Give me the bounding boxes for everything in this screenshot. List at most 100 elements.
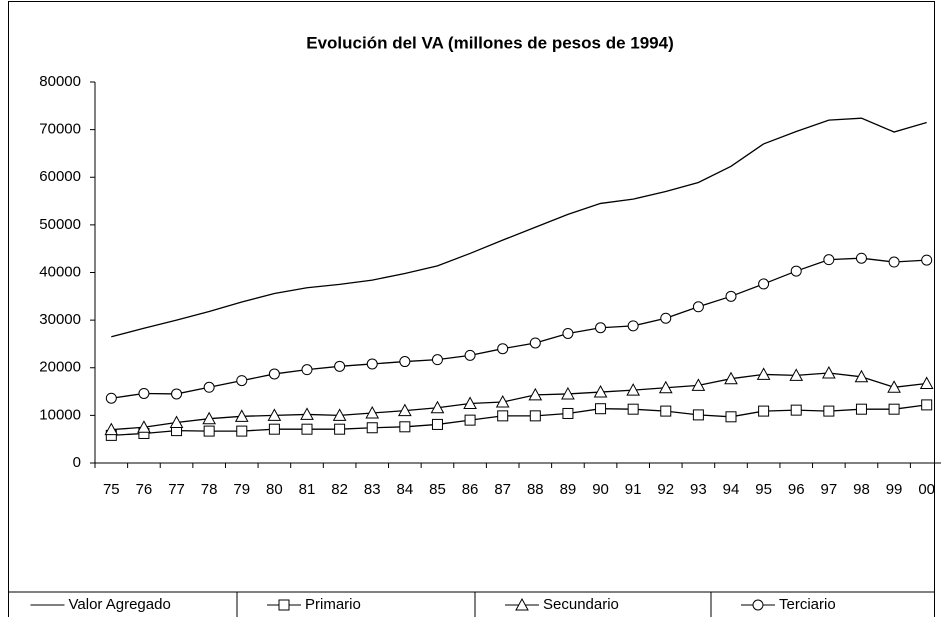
marker <box>138 387 150 399</box>
marker <box>202 411 216 425</box>
x-tick-label: 86 <box>462 481 479 498</box>
marker <box>301 364 313 376</box>
marker <box>528 387 543 401</box>
x-tick-label: 95 <box>755 481 772 498</box>
x-tick-label: 99 <box>886 481 903 498</box>
marker <box>758 278 770 290</box>
marker <box>234 409 249 422</box>
marker <box>366 358 378 370</box>
marker <box>855 252 867 264</box>
marker <box>171 388 183 400</box>
legend-label: Primario <box>305 596 361 613</box>
y-tick-label: 70000 <box>39 121 81 138</box>
legend-label: Valor Agregado <box>69 596 171 613</box>
marker <box>431 418 443 430</box>
marker <box>822 365 836 379</box>
marker <box>104 422 119 436</box>
marker <box>919 376 934 389</box>
marker <box>301 423 313 435</box>
marker <box>399 356 411 368</box>
x-tick-label: 81 <box>299 481 316 498</box>
marker <box>105 392 117 404</box>
marker <box>464 414 476 426</box>
marker <box>562 407 574 419</box>
marker <box>692 409 704 421</box>
marker <box>593 384 608 398</box>
marker <box>725 290 737 302</box>
y-tick-label: 80000 <box>39 73 81 90</box>
marker <box>692 301 704 313</box>
marker <box>137 420 151 433</box>
marker <box>529 337 541 349</box>
marker <box>399 421 411 433</box>
series-line <box>111 117 927 338</box>
marker <box>562 327 574 339</box>
marker <box>595 322 607 334</box>
marker <box>334 360 346 372</box>
x-tick-label: 94 <box>723 481 740 498</box>
marker <box>627 403 639 415</box>
x-tick-label: 92 <box>657 481 674 498</box>
marker <box>789 368 804 381</box>
marker <box>236 375 248 387</box>
marker <box>300 407 314 420</box>
marker <box>497 343 509 355</box>
y-tick-label: 0 <box>73 454 81 471</box>
marker <box>268 423 280 435</box>
marker <box>169 415 184 429</box>
y-tick-label: 40000 <box>39 263 81 280</box>
marker <box>888 256 900 268</box>
marker <box>495 394 510 408</box>
y-tick-label: 10000 <box>39 406 81 423</box>
x-tick-label: 75 <box>103 481 120 498</box>
marker <box>268 368 280 380</box>
chart-border <box>8 1 935 617</box>
marker <box>790 404 802 416</box>
legend-label: Terciario <box>779 596 836 613</box>
x-tick-label: 93 <box>690 481 707 498</box>
marker <box>267 408 282 421</box>
x-tick-label: 76 <box>136 481 153 498</box>
legend-label: Secundario <box>543 596 619 613</box>
marker <box>463 396 477 409</box>
marker <box>724 371 738 385</box>
marker <box>823 405 835 417</box>
marker <box>529 410 541 422</box>
marker <box>921 399 933 411</box>
x-tick-label: 84 <box>397 481 414 498</box>
marker <box>627 320 639 332</box>
marker <box>752 599 764 611</box>
marker <box>921 254 933 266</box>
series-line <box>111 404 927 437</box>
y-tick-label: 20000 <box>39 359 81 376</box>
y-tick-label: 30000 <box>39 311 81 328</box>
x-tick-label: 91 <box>625 481 642 498</box>
x-tick-label: 78 <box>201 481 218 498</box>
marker <box>756 367 771 380</box>
marker <box>854 369 869 383</box>
x-tick-label: 89 <box>560 481 577 498</box>
marker <box>658 380 673 394</box>
x-tick-label: 97 <box>821 481 838 498</box>
marker <box>515 597 529 611</box>
x-tick-label: 83 <box>364 481 381 498</box>
marker <box>398 403 412 417</box>
marker <box>595 403 607 415</box>
x-tick-label: 96 <box>788 481 805 498</box>
marker <box>758 405 770 417</box>
marker <box>431 354 443 366</box>
marker <box>332 408 347 421</box>
marker <box>888 403 900 415</box>
marker <box>365 405 380 419</box>
x-tick-label: 88 <box>527 481 544 498</box>
marker <box>855 403 867 415</box>
marker <box>660 405 672 417</box>
x-tick-label: 77 <box>168 481 185 498</box>
marker <box>887 380 901 393</box>
x-tick-label: 00 <box>918 481 935 498</box>
x-tick-label: 85 <box>429 481 446 498</box>
marker <box>497 410 509 422</box>
chart-title: Evolución del VA (millones de pesos de 1… <box>306 33 674 52</box>
